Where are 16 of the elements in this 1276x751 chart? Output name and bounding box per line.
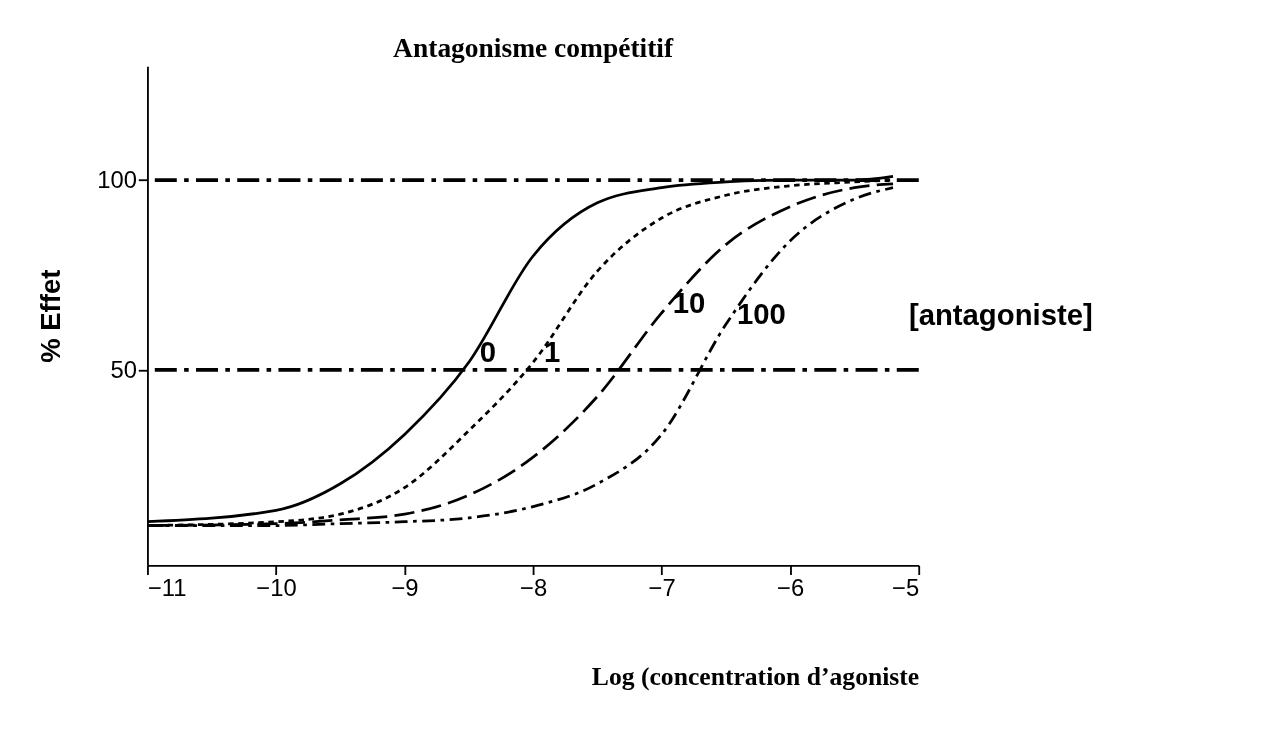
x-tick-label: −7 bbox=[648, 574, 676, 602]
y-axis-title: % Effet bbox=[34, 269, 66, 363]
chart-title: Antagonisme compétitif bbox=[393, 33, 674, 64]
annotation: [antagoniste] bbox=[908, 297, 1093, 331]
series-label: 1 bbox=[544, 335, 561, 369]
series-label: 100 bbox=[736, 297, 786, 331]
x-tick-label: −10 bbox=[256, 574, 297, 602]
x-axis-title: Log (concentration d’agoniste bbox=[591, 661, 920, 691]
x-tick-label: −9 bbox=[391, 574, 419, 602]
series-label: 0 bbox=[479, 335, 497, 369]
x-tick-label: −5 bbox=[892, 574, 920, 602]
x-tick-label: −11 bbox=[147, 574, 187, 602]
x-tick-label: −8 bbox=[520, 574, 548, 602]
y-tick-label: 50 bbox=[110, 355, 137, 383]
series-label: 10 bbox=[672, 285, 706, 319]
x-tick-label: −6 bbox=[777, 574, 805, 602]
